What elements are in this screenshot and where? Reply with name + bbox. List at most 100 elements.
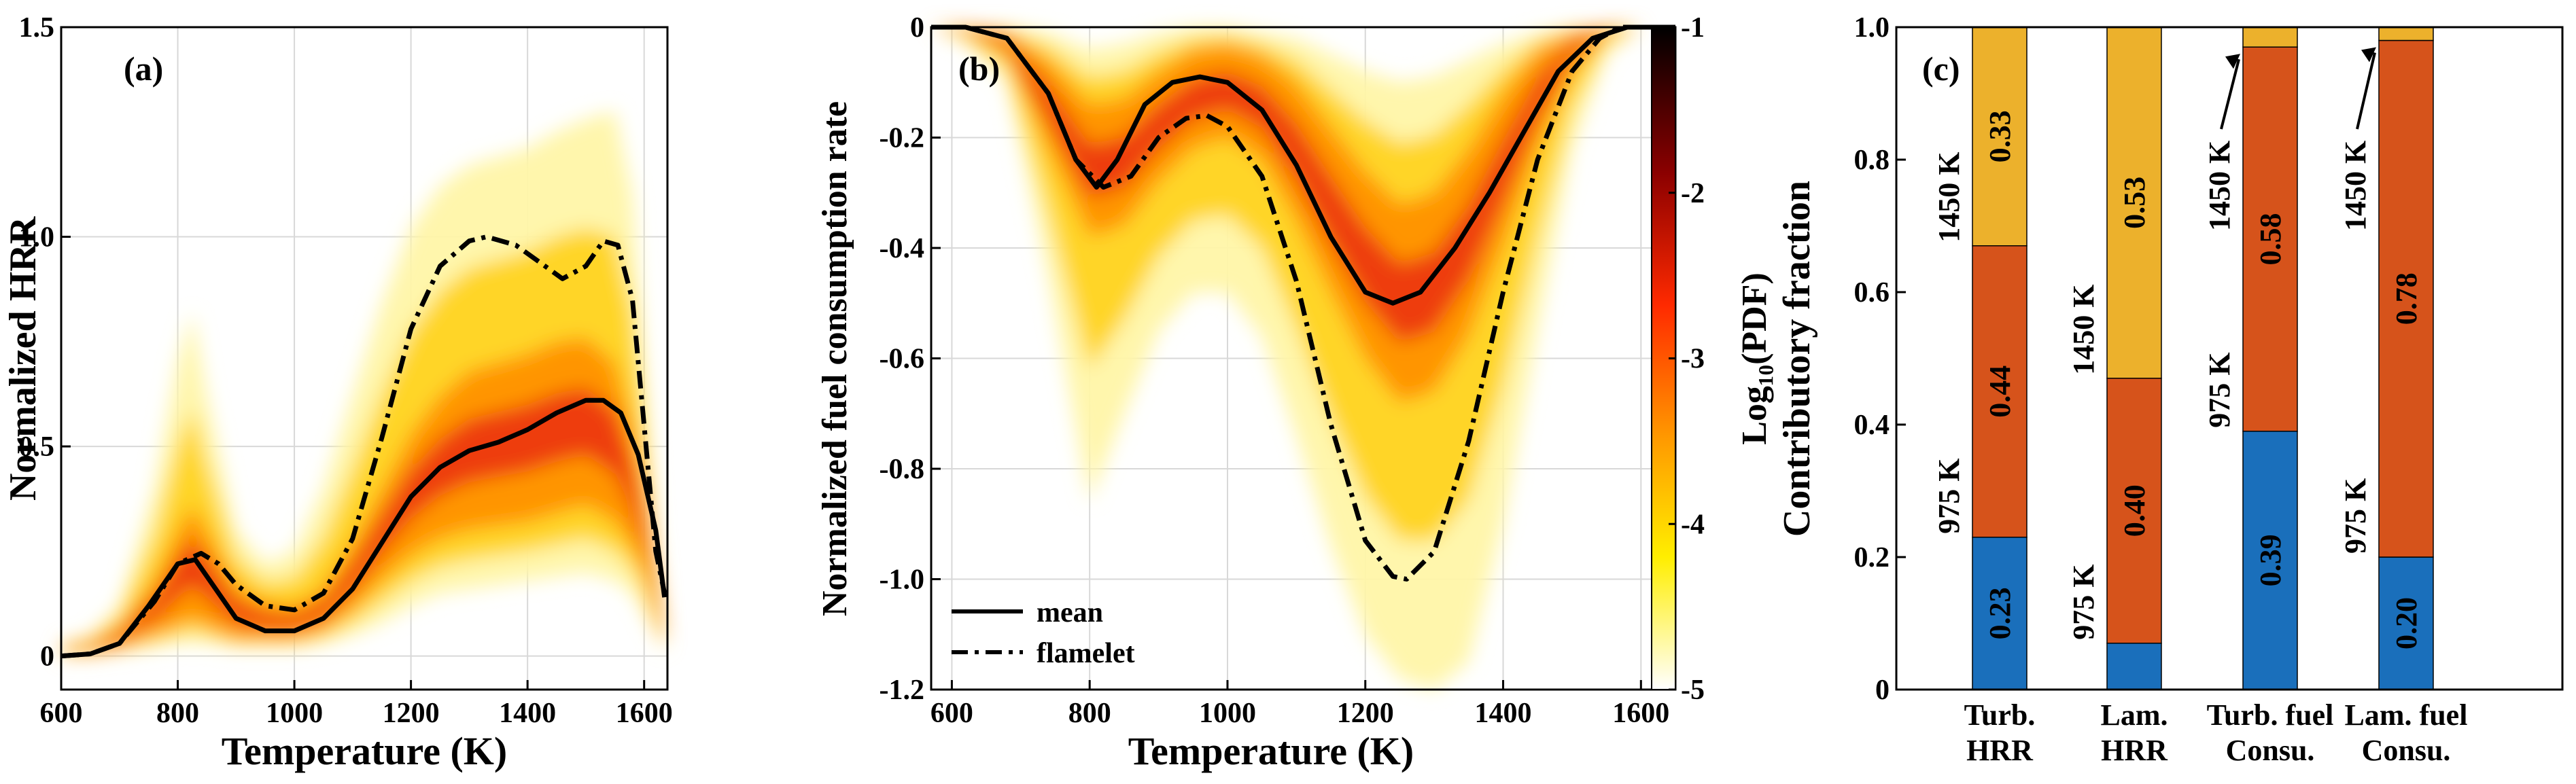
c-threshold-label-high: 1450 K xyxy=(2203,141,2236,231)
colorbar-tick-label: -3 xyxy=(1681,344,1705,375)
b-pdf-core-band xyxy=(931,27,1675,403)
a-xtick-label: 1200 xyxy=(383,698,440,729)
b-ytick-label: -0.8 xyxy=(880,454,925,485)
c-ytick-label: 1.0 xyxy=(1854,12,1890,43)
b-pdf-inner-band xyxy=(931,27,1675,343)
c-bar-segment xyxy=(2106,643,2162,690)
c-ylabel: Contributory fraction xyxy=(1776,181,1818,537)
c-category-label: Consu. xyxy=(2226,734,2315,767)
a-axes-frame xyxy=(60,26,669,691)
b-series-lines xyxy=(931,24,1675,582)
c-bar-segment xyxy=(2106,26,2162,379)
c-threshold-arrow xyxy=(2220,58,2240,130)
b-xtick-label: 1000 xyxy=(1199,698,1256,729)
c-bar-value-label: 0.53 xyxy=(2118,177,2151,229)
legend-mean-label: mean xyxy=(1037,597,1103,628)
b-xtick-label: 1400 xyxy=(1475,698,1532,729)
c-threshold-arrowhead xyxy=(2225,54,2240,69)
colorbar-ticks: -1 -2 -3 -4 -5 xyxy=(1669,12,1705,706)
b-ytick-label: -0.2 xyxy=(880,123,925,154)
b-xtick-label: 1600 xyxy=(1612,698,1669,729)
c-bar-value-label: 0.44 xyxy=(1983,366,2017,418)
c-ytick-label: 0 xyxy=(1875,675,1890,706)
a-panel-label: (a) xyxy=(124,50,163,88)
b-ytick-label: -1.2 xyxy=(880,675,925,706)
c-threshold-label-high: 1450 K xyxy=(2067,285,2100,375)
b-xtick-label: 1200 xyxy=(1337,698,1394,729)
c-threshold-arrow xyxy=(2356,52,2376,130)
a-xtick-label: 1000 xyxy=(266,698,323,729)
c-threshold-label-low: 975 K xyxy=(1932,459,1966,534)
c-bar-segment xyxy=(1972,245,2027,538)
a-ytick-label: 1.0 xyxy=(19,222,55,253)
c-category-label: Lam. xyxy=(2101,698,2168,732)
a-ytick-label: 0 xyxy=(40,641,54,673)
c-bar-segment xyxy=(2242,26,2298,48)
c-threshold-label-high: 1450 K xyxy=(2339,141,2372,231)
b-xtick-label: 600 xyxy=(930,698,973,729)
c-threshold-label-low: 975 K xyxy=(2339,478,2372,554)
a-xtick-label: 1400 xyxy=(499,698,556,729)
c-ticks: 0 0.2 0.4 0.6 0.8 1.0 xyxy=(1854,12,1906,706)
c-threshold-label-high: 1450 K xyxy=(1932,152,1966,243)
a-xtick-label: 1600 xyxy=(616,698,673,729)
a-ylabel: Normalized HRR xyxy=(2,216,44,501)
c-threshold-label-low: 975 K xyxy=(2067,565,2100,640)
panel-b: 600 800 1000 1200 1400 1600 0 -0.2 -0.4 -0.6 -0.8 -… xyxy=(816,12,1774,773)
a-series-lines xyxy=(60,234,667,659)
c-category-label: Turb. fuel xyxy=(2207,698,2334,732)
colorbar-tick-label: -5 xyxy=(1681,675,1705,706)
c-ytick-label: 0.2 xyxy=(1854,542,1890,573)
c-bar-value-label: 0.20 xyxy=(2390,597,2423,649)
a-xlabel: Temperature (K) xyxy=(222,729,507,773)
panel-a: 600 800 1000 1200 1400 1600 0 0.5 1.0 1.5 (a) Tem… xyxy=(2,12,673,773)
c-bar-value-label: 0.58 xyxy=(2254,213,2287,266)
c-bar-segment xyxy=(2378,39,2434,558)
c-threshold-label-low: 975 K xyxy=(2203,353,2236,428)
a-ticks: 600 800 1000 1200 1400 1600 0 0.5 1.0 1.5 xyxy=(19,12,673,729)
a-xtick-label: 800 xyxy=(156,698,199,729)
c-bar-segment xyxy=(1972,26,2027,247)
c-bar-segment xyxy=(1972,537,2027,690)
b-ylabel: Normalized fuel consumption rate xyxy=(816,101,854,616)
b-xtick-label: 800 xyxy=(1068,698,1111,729)
colorbar-tick-label: -2 xyxy=(1681,178,1705,209)
c-bar-value-label: 0.39 xyxy=(2254,534,2287,586)
b-ytick-label: -0.6 xyxy=(880,344,925,375)
panel-c: 0.23 0.44 0.33 975 K 1450 K 0.40 0.53 975 K 1450… xyxy=(1776,12,2564,767)
c-category-label: Consu. xyxy=(2362,734,2451,767)
c-panel-label: (c) xyxy=(1922,50,1960,88)
colorbar-tick-label: -4 xyxy=(1681,509,1705,540)
b-legend: mean flamelet xyxy=(952,597,1135,669)
c-category-label: Turb. xyxy=(1964,698,2036,732)
c-bar-value-label: 0.23 xyxy=(1983,587,2017,639)
c-bar-value-label: 0.33 xyxy=(1983,110,2017,162)
c-bar-value-label: 0.40 xyxy=(2118,484,2151,537)
c-category-label: HRR xyxy=(1966,734,2034,767)
c-category-label: HRR xyxy=(2101,734,2168,767)
b-xlabel: Temperature (K) xyxy=(1128,729,1414,773)
c-threshold-arrowhead xyxy=(2361,47,2376,63)
b-panel-label: (b) xyxy=(958,50,1000,88)
c-stacked-bars: 0.23 0.44 0.33 975 K 1450 K 0.40 0.53 975 K 1450… xyxy=(1932,26,2434,690)
colorbar-tick-label: -1 xyxy=(1681,12,1705,43)
c-ytick-label: 0.8 xyxy=(1854,145,1890,176)
b-ytick-label: -0.4 xyxy=(880,233,925,264)
c-bar-value-label: 0.78 xyxy=(2390,272,2423,325)
b-ytick-label: -1.0 xyxy=(880,565,925,596)
c-category-label: Lam. fuel xyxy=(2345,698,2468,732)
c-axes-frame xyxy=(1895,26,2564,691)
a-flamelet-line xyxy=(60,234,667,659)
a-mean-line xyxy=(60,397,667,659)
legend-flamelet-label: flamelet xyxy=(1037,638,1135,669)
b-flamelet-line xyxy=(931,24,1675,582)
colorbar: -1 -2 -3 -4 -5 Log₁₀(PDF) xyxy=(1651,12,1774,706)
c-bar-segment xyxy=(2378,26,2434,41)
a-xtick-label: 600 xyxy=(40,698,83,729)
a-ytick-label: 0.5 xyxy=(19,431,55,463)
b-ticks: 600 800 1000 1200 1400 1600 0 -0.2 -0.4 -0.6 -0.8 -… xyxy=(880,12,1670,729)
b-ytick-label: 0 xyxy=(910,12,924,43)
colorbar-label: Log₁₀(PDF) xyxy=(1735,272,1774,445)
